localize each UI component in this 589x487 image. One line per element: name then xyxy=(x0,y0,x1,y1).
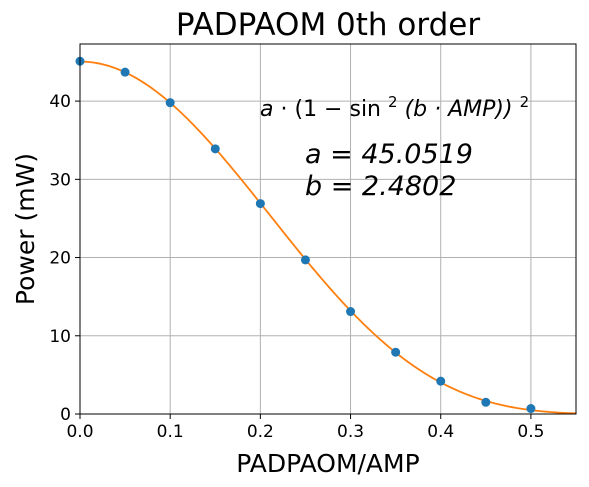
data-point xyxy=(436,376,446,386)
x-tick-label: 0.3 xyxy=(337,422,364,442)
data-point xyxy=(391,347,401,357)
formula-annotation: a · (1 − sin 2 (b · AMP)) 2 xyxy=(260,88,529,122)
formula-outer-exp: 2 xyxy=(520,93,530,111)
data-points-layer xyxy=(75,56,536,414)
formula-inner: (b · AMP)) xyxy=(405,97,513,122)
x-axis-ticks: 0.0 0.1 0.2 0.3 0.4 0.5 xyxy=(66,414,544,442)
y-tick-label: 20 xyxy=(49,249,71,269)
formula-a: a xyxy=(260,97,273,122)
x-axis-label: PADPAOM/AMP xyxy=(236,449,419,478)
fit-curve-layer xyxy=(79,60,577,415)
y-tick-label: 30 xyxy=(49,170,71,190)
data-point xyxy=(210,144,220,154)
y-tick-label: 40 xyxy=(49,92,71,112)
formula-exp: 2 xyxy=(388,93,398,111)
data-point xyxy=(255,199,265,209)
y-axis-ticks: 0 10 20 30 40 xyxy=(49,92,80,425)
formula-one-minus: (1 − sin xyxy=(294,97,381,122)
x-tick-label: 0.4 xyxy=(427,422,454,442)
x-tick-label: 0.2 xyxy=(247,422,274,442)
x-tick-label: 0.0 xyxy=(66,422,93,442)
x-tick-label: 0.1 xyxy=(157,422,184,442)
data-point xyxy=(526,404,536,414)
formula-dot: · xyxy=(280,97,287,122)
plot-frame xyxy=(79,43,577,415)
chart-title: PADPAOM 0th order xyxy=(176,7,480,43)
x-tick-label: 0.5 xyxy=(517,422,544,442)
data-point xyxy=(481,397,491,407)
data-point xyxy=(165,98,175,108)
y-tick-label: 0 xyxy=(60,405,71,425)
a-value-annotation: a = 45.0519 xyxy=(305,139,473,170)
y-tick-label: 10 xyxy=(49,327,71,347)
grid xyxy=(79,44,576,415)
data-point xyxy=(120,67,130,77)
data-point xyxy=(300,255,310,265)
y-axis-label: Power (mW) xyxy=(11,153,40,305)
data-point xyxy=(346,307,356,317)
fit-curve-line xyxy=(79,60,577,415)
b-value-annotation: b = 2.4802 xyxy=(305,171,456,202)
